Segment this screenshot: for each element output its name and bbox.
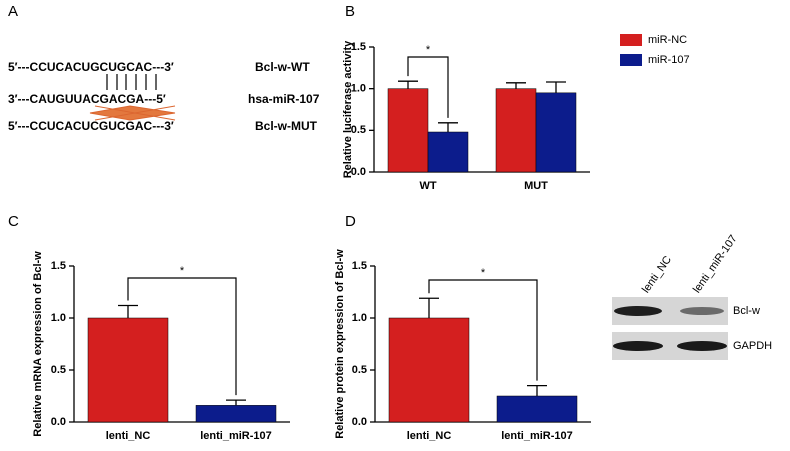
- significance-bracket: [407, 56, 449, 118]
- y-axis-label: Relative protein expression of Bcl-w: [334, 249, 346, 439]
- panel-label: C: [8, 213, 19, 230]
- bar: [388, 317, 470, 423]
- blot-band: [680, 307, 724, 315]
- bar: [195, 405, 277, 423]
- error-bar: [438, 122, 458, 132]
- bar: [427, 131, 469, 173]
- sequence: 5′---CCUCACUGCUGCAC---3′: [8, 60, 174, 74]
- blot-row-label: GAPDH: [733, 340, 772, 352]
- y-tick-label: 1.0: [51, 312, 66, 324]
- sequence-name: hsa-miR-107: [248, 92, 320, 106]
- sequence: 5′---CCUCACUCGUCGAC---3′: [8, 119, 174, 133]
- blot-band: [613, 341, 663, 351]
- error-bar: [506, 82, 526, 89]
- x-tick-label: lenti_NC: [407, 430, 452, 442]
- bar: [87, 317, 169, 423]
- significance-label: *: [180, 265, 185, 277]
- bar: [495, 88, 537, 173]
- y-tick-label: 0.0: [51, 416, 66, 428]
- error-bar: [419, 297, 439, 318]
- significance-bracket: [428, 279, 538, 381]
- panel-label: B: [345, 3, 355, 20]
- y-tick-label: 0.5: [51, 364, 66, 376]
- y-tick-label: 0.0: [352, 416, 367, 428]
- blot-row-label: Bcl-w: [733, 305, 760, 317]
- bar: [387, 88, 429, 173]
- blot-band: [677, 341, 727, 351]
- sequence-name: Bcl-w-MUT: [255, 119, 318, 133]
- y-axis-label: Relative luciferase activity: [342, 40, 354, 178]
- y-tick-label: 1.5: [51, 260, 66, 272]
- pairing-lines: [106, 74, 157, 90]
- panel-label: A: [8, 3, 18, 20]
- legend-swatch: [620, 54, 642, 66]
- significance-label: *: [426, 44, 431, 56]
- y-tick-label: 0.5: [351, 124, 366, 136]
- sequence: 3′---CAUGUUACGACGA---5′: [8, 92, 166, 106]
- y-tick-label: 1.0: [351, 83, 366, 95]
- error-bar: [118, 304, 138, 318]
- error-bar: [527, 384, 547, 396]
- significance-bracket: [127, 277, 237, 396]
- y-axis-label: Relative mRNA expression of Bcl-w: [32, 251, 44, 437]
- y-tick-label: 1.5: [352, 260, 367, 272]
- bar: [535, 92, 577, 173]
- significance-label: *: [481, 267, 486, 279]
- error-bar: [546, 81, 566, 93]
- x-tick-label: MUT: [524, 180, 548, 192]
- x-tick-label: WT: [419, 180, 436, 192]
- x-tick-label: lenti_miR-107: [501, 430, 573, 442]
- sequence-name: Bcl-w-WT: [255, 60, 310, 74]
- x-tick-label: lenti_miR-107: [200, 430, 272, 442]
- error-bar: [226, 399, 246, 406]
- mutation-mark: [89, 105, 176, 121]
- error-bar: [398, 80, 418, 89]
- y-tick-label: 0.5: [352, 364, 367, 376]
- panel-label: D: [345, 213, 356, 230]
- legend-swatch: [620, 34, 642, 46]
- legend-label: miR-NC: [648, 34, 687, 46]
- y-tick-label: 1.0: [352, 312, 367, 324]
- legend-label: miR-107: [648, 54, 690, 66]
- y-tick-label: 1.5: [351, 41, 366, 53]
- blot-band: [614, 306, 662, 316]
- y-tick-label: 0.0: [351, 166, 366, 178]
- x-tick-label: lenti_NC: [106, 430, 151, 442]
- bar: [496, 395, 578, 423]
